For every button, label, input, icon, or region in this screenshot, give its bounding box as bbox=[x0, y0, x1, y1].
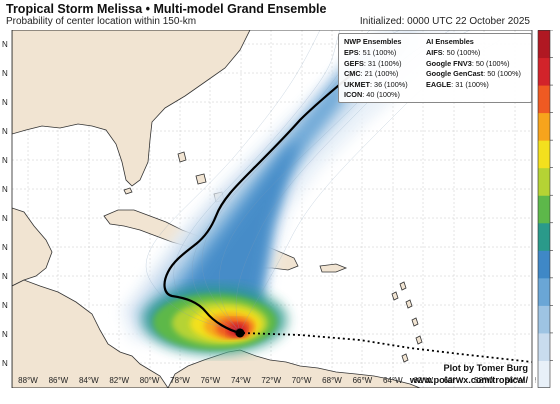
y-tick-label: N bbox=[2, 40, 8, 49]
x-tick-label: 86°W bbox=[49, 376, 69, 385]
colorbar-segment bbox=[538, 195, 550, 224]
legend-row: Google GenCast: 50 (100%) bbox=[426, 69, 521, 79]
x-tick-label: 78°W bbox=[170, 376, 190, 385]
x-tick-label: 60°W bbox=[444, 376, 464, 385]
colorbar-segment bbox=[538, 222, 550, 251]
y-tick-label: N bbox=[2, 272, 8, 281]
x-tick-label: 88°W bbox=[18, 376, 38, 385]
legend-row: UKMET: 36 (100%) bbox=[344, 79, 408, 89]
y-tick-label: N bbox=[2, 185, 8, 194]
colorbar-segment bbox=[538, 57, 550, 86]
legend-row: EPS: 51 (100%) bbox=[344, 48, 397, 57]
y-tick-label: N bbox=[2, 301, 8, 310]
legend-row: ICON: 40 (100%) bbox=[344, 90, 400, 100]
colorbar-segment bbox=[538, 85, 550, 114]
x-tick-label: 82°W bbox=[109, 376, 129, 385]
storm-center bbox=[235, 328, 245, 338]
x-tick-label: 72°W bbox=[261, 376, 281, 385]
y-axis-ticks: N N N N N N N N N N N N bbox=[2, 40, 8, 368]
x-tick-label: 74°W bbox=[231, 376, 251, 385]
credit: Plot by Tomer Burg www.polarwx.com/tropi… bbox=[390, 362, 528, 386]
y-tick-label: N bbox=[2, 127, 8, 136]
x-tick-label: 66°W bbox=[353, 376, 373, 385]
legend-row: EAGLE: 31 (100%) bbox=[426, 79, 489, 89]
page-title: Tropical Storm Melissa • Multi-model Gra… bbox=[6, 2, 327, 16]
y-tick-label: N bbox=[2, 359, 8, 368]
subtitle: Probability of center location within 15… bbox=[6, 16, 197, 27]
x-axis-ticks: 88°W 86°W 84°W 82°W 80°W 78°W 76°W 74°W 72°W 70°W… bbox=[18, 376, 536, 385]
nwp-column: NWP Ensembles EPS: 51 (100%) GEFS: 31 (1… bbox=[344, 37, 408, 101]
past-track bbox=[242, 332, 532, 363]
y-tick-label: N bbox=[2, 330, 8, 339]
colorbar-segment bbox=[538, 30, 550, 59]
colorbar-segment bbox=[538, 332, 550, 361]
x-tick-label: 62°W bbox=[413, 376, 433, 385]
colorbar-segment bbox=[538, 250, 550, 279]
x-tick-label: 64°W bbox=[383, 376, 403, 385]
colorbar-frame bbox=[537, 30, 551, 388]
x-tick-label: 68°W bbox=[322, 376, 342, 385]
x-tick-label: 76°W bbox=[201, 376, 221, 385]
x-tick-label: 84°W bbox=[79, 376, 99, 385]
nwp-title: NWP Ensembles bbox=[344, 37, 402, 46]
ai-column: AI Ensembles AIFS: 50 (100%) Google FNV3… bbox=[426, 37, 521, 90]
x-tick-label: 70°W bbox=[292, 376, 312, 385]
y-tick-label: N bbox=[2, 243, 8, 252]
colorbar-segment bbox=[538, 360, 550, 388]
legend-row: AIFS: 50 (100%) bbox=[426, 48, 481, 57]
legend-row: GEFS: 31 (100%) bbox=[344, 58, 402, 68]
colorbar-segment bbox=[538, 140, 550, 169]
y-tick-label: N bbox=[2, 214, 8, 223]
colorbar-segment bbox=[538, 305, 550, 334]
legend-row: CMC: 21 (100%) bbox=[344, 69, 399, 79]
colorbar-segment bbox=[538, 167, 550, 196]
model-legend: NWP Ensembles EPS: 51 (100%) GEFS: 31 (1… bbox=[338, 33, 532, 103]
legend-row: Google FNV3: 50 (100%) bbox=[426, 58, 510, 68]
x-tick-label: 80°W bbox=[140, 376, 160, 385]
credit-author: Plot by Tomer Burg bbox=[443, 363, 528, 373]
header: Tropical Storm Melissa • Multi-model Gra… bbox=[0, 0, 560, 30]
x-tick-label: 56°W bbox=[505, 376, 525, 385]
colorbar bbox=[537, 30, 553, 388]
y-tick-label: N bbox=[2, 69, 8, 78]
colorbar-segment bbox=[538, 277, 550, 306]
x-tick-label: 58°W bbox=[474, 376, 494, 385]
ai-title: AI Ensembles bbox=[426, 37, 474, 46]
credit-url[interactable]: www.polarwx.com/tropical/ bbox=[409, 375, 528, 385]
ensemble-mean-track bbox=[163, 69, 357, 335]
y-tick-label: N bbox=[2, 156, 8, 165]
colorbar-segment bbox=[538, 112, 550, 141]
y-tick-label: N bbox=[2, 98, 8, 107]
x-tick-label: 54°W bbox=[535, 376, 536, 385]
initialized-label: Initialized: 0000 UTC 22 October 2025 bbox=[359, 16, 530, 27]
